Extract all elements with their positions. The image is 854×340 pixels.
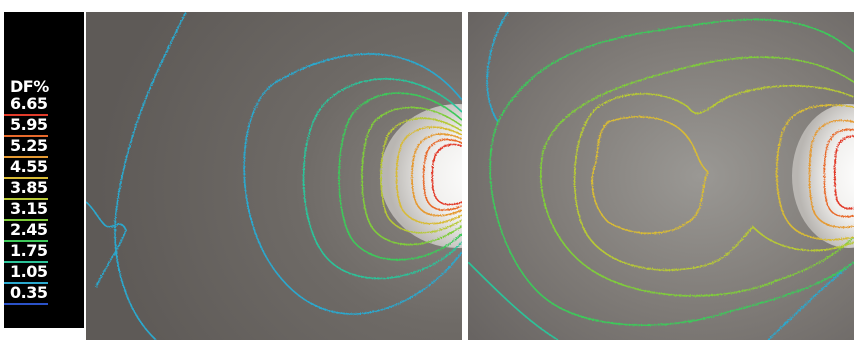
contour-1-75 bbox=[302, 78, 462, 280]
legend-swatch bbox=[4, 156, 48, 158]
legend-entry: 6.65 bbox=[4, 94, 84, 116]
legend-entry: 3.15 bbox=[4, 199, 84, 221]
contour-5-95 bbox=[823, 128, 854, 218]
contour-5-25 bbox=[808, 119, 854, 229]
window-light-source bbox=[792, 104, 854, 248]
contour-4-55-center bbox=[591, 116, 710, 235]
legend-entry: 4.55 bbox=[4, 157, 84, 179]
contour-3-85 bbox=[380, 117, 462, 234]
contour-4-55-right bbox=[776, 104, 854, 241]
legend-swatch bbox=[4, 114, 48, 116]
legend-entry: 5.95 bbox=[4, 115, 84, 137]
contour-2-45 bbox=[489, 18, 854, 326]
contour-0-35-edge bbox=[86, 201, 127, 288]
legend-value: 1.75 bbox=[10, 241, 48, 260]
legend-value: 3.15 bbox=[10, 199, 48, 218]
left-daylight-contour-panel bbox=[86, 12, 462, 340]
legend-value: 2.45 bbox=[10, 220, 48, 239]
contour-6-65 bbox=[431, 143, 462, 206]
legend-swatch bbox=[4, 261, 48, 263]
legend-value: 0.35 bbox=[10, 283, 48, 302]
legend-swatch bbox=[4, 135, 48, 137]
legend-swatch bbox=[4, 282, 48, 284]
contour-1-75-bottom bbox=[468, 261, 559, 340]
legend-entry: 5.25 bbox=[4, 136, 84, 158]
contour-5-95 bbox=[422, 138, 462, 211]
df-legend: DF% 6.65 5.95 5.25 4.55 3.85 3.15 2.45 1… bbox=[4, 12, 84, 328]
legend-value: 4.55 bbox=[10, 157, 48, 176]
legend-entry: 1.05 bbox=[4, 262, 84, 284]
contour-1-05-inner bbox=[243, 53, 462, 315]
contour-2-45 bbox=[338, 92, 462, 261]
contour-3-85 bbox=[573, 84, 854, 271]
contour-5-25 bbox=[411, 133, 462, 217]
legend-entry: 2.45 bbox=[4, 220, 84, 242]
legend-value: 1.05 bbox=[10, 262, 48, 281]
legend-swatch bbox=[4, 240, 48, 242]
legend-swatch bbox=[4, 198, 48, 200]
legend-title: DF% bbox=[10, 77, 49, 96]
contour-1-05-top bbox=[486, 12, 509, 123]
legend-value: 6.65 bbox=[10, 94, 48, 113]
legend-swatch bbox=[4, 177, 48, 179]
legend-value: 3.85 bbox=[10, 178, 48, 197]
legend-value: 5.95 bbox=[10, 115, 48, 134]
contour-1-05 bbox=[114, 12, 187, 340]
contour-4-55 bbox=[395, 126, 462, 225]
contour-3-15 bbox=[539, 56, 854, 297]
contour-3-15 bbox=[361, 106, 462, 246]
legend-entry: 3.85 bbox=[4, 178, 84, 200]
legend-swatch bbox=[4, 303, 48, 305]
legend-swatch bbox=[4, 219, 48, 221]
legend-value: 5.25 bbox=[10, 136, 48, 155]
legend-entry: 0.35 bbox=[4, 283, 84, 305]
right-daylight-contour-panel bbox=[468, 12, 854, 340]
contour-6-65 bbox=[833, 135, 854, 210]
legend-entry: 1.75 bbox=[4, 241, 84, 263]
